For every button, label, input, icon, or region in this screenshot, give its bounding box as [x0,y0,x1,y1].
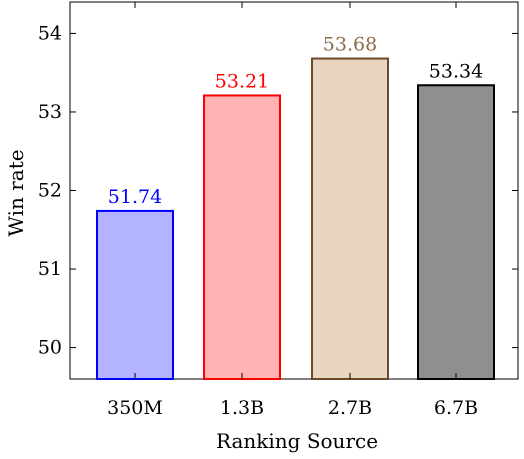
y-tick-label: 52 [38,180,62,202]
y-axis-title: Win rate [4,149,28,236]
x-tick-label: 1.3B [220,397,264,419]
plot-area: 50 51 52 53 54 51.74 350M 53.21 1.3B 53.68 2.7B 53.… [38,1,519,419]
data-label: 53.34 [429,60,483,82]
x-tick-label: 6.7B [434,397,478,419]
bar-2-7b [311,57,389,381]
y-tick-label: 53 [38,101,62,123]
bar-1-3b [203,94,281,381]
data-label: 51.74 [108,186,162,208]
x-tick-label: 2.7B [328,397,372,419]
data-label: 53.68 [323,34,377,56]
data-label: 53.21 [215,70,269,92]
bar-350m [96,209,174,380]
y-tick-label: 50 [38,337,62,359]
y-tick-label: 54 [38,22,62,44]
y-tick-label: 51 [38,258,62,280]
x-tick-label: 350M [107,397,163,419]
x-axis-title: Ranking Source [216,429,378,453]
bar-6-7b [417,84,495,380]
